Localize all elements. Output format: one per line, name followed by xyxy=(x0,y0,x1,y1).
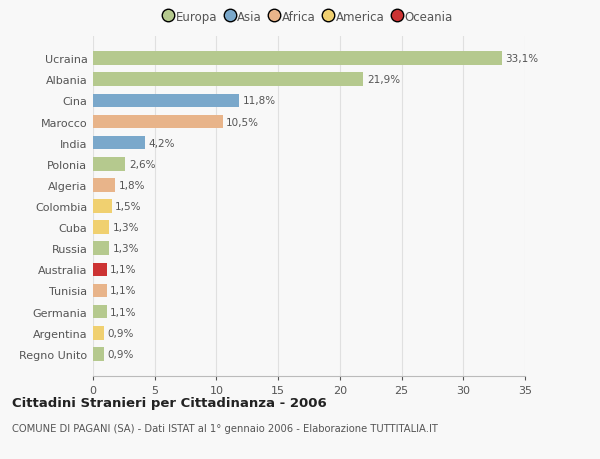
Text: 21,9%: 21,9% xyxy=(367,75,400,85)
Text: Cittadini Stranieri per Cittadinanza - 2006: Cittadini Stranieri per Cittadinanza - 2… xyxy=(12,396,327,409)
Bar xyxy=(93,284,107,298)
Bar xyxy=(93,73,364,87)
Text: 1,1%: 1,1% xyxy=(110,265,137,275)
Bar xyxy=(93,263,107,277)
Text: 33,1%: 33,1% xyxy=(505,54,538,64)
Bar xyxy=(93,200,112,213)
Text: 4,2%: 4,2% xyxy=(149,138,175,148)
Bar xyxy=(93,94,239,108)
Bar xyxy=(93,347,104,361)
Text: 1,8%: 1,8% xyxy=(119,180,145,190)
Legend: Europa, Asia, Africa, America, Oceania: Europa, Asia, Africa, America, Oceania xyxy=(163,9,455,26)
Bar xyxy=(93,305,107,319)
Text: 10,5%: 10,5% xyxy=(226,117,259,127)
Bar xyxy=(93,115,223,129)
Text: 0,9%: 0,9% xyxy=(108,328,134,338)
Bar xyxy=(93,136,145,150)
Bar xyxy=(93,221,109,235)
Text: COMUNE DI PAGANI (SA) - Dati ISTAT al 1° gennaio 2006 - Elaborazione TUTTITALIA.: COMUNE DI PAGANI (SA) - Dati ISTAT al 1°… xyxy=(12,424,438,433)
Text: 1,3%: 1,3% xyxy=(113,223,139,233)
Bar xyxy=(93,326,104,340)
Bar xyxy=(93,157,125,171)
Text: 11,8%: 11,8% xyxy=(242,96,275,106)
Text: 1,1%: 1,1% xyxy=(110,286,137,296)
Text: 2,6%: 2,6% xyxy=(129,159,155,169)
Text: 1,1%: 1,1% xyxy=(110,307,137,317)
Bar xyxy=(93,179,115,192)
Text: 1,5%: 1,5% xyxy=(115,202,142,212)
Text: 1,3%: 1,3% xyxy=(113,244,139,254)
Bar xyxy=(93,52,502,66)
Text: 0,9%: 0,9% xyxy=(108,349,134,359)
Bar xyxy=(93,242,109,256)
